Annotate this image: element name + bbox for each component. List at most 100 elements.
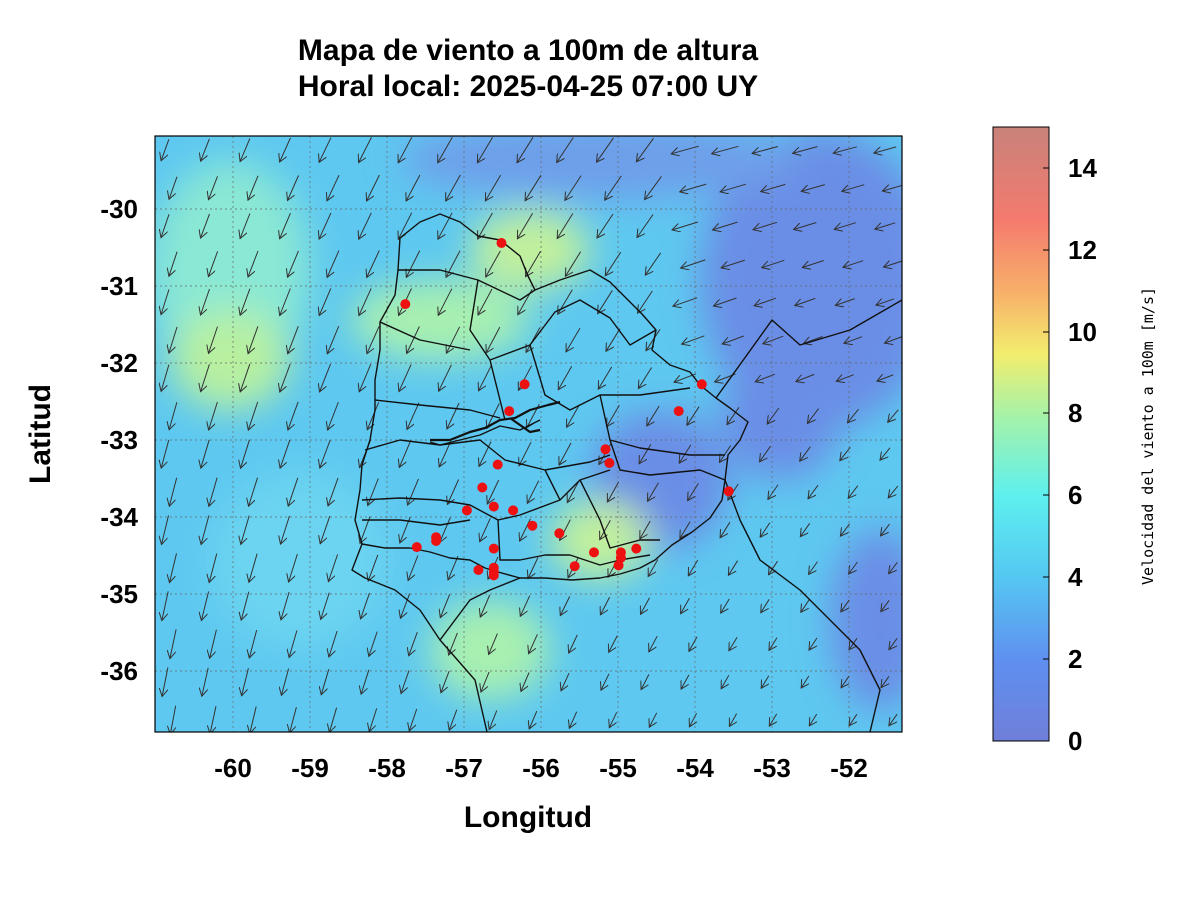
wind-arrow: [280, 213, 291, 239]
wind-arrow: [848, 408, 859, 423]
wind-arrow: [689, 636, 698, 652]
colorbar-gradient: [992, 126, 1050, 742]
wind-arrow: [761, 675, 770, 689]
wind-arrow: [281, 515, 290, 544]
wind-arrow: [795, 297, 816, 305]
wind-arrow: [480, 594, 491, 617]
wind-arrow: [328, 401, 339, 430]
station-markers: [400, 238, 734, 581]
wind-arrow: [406, 250, 421, 278]
station-marker: [473, 565, 484, 575]
wind-arrow: [367, 174, 380, 201]
wind-arrow: [849, 637, 858, 650]
wind-arrow: [688, 559, 699, 576]
wind-arrow: [566, 327, 581, 352]
wind-arrow: [441, 671, 450, 693]
wind-arrow: [161, 364, 170, 392]
wind-arrow: [889, 561, 898, 573]
wind-arrow: [557, 213, 574, 239]
wind-arrow: [722, 335, 744, 344]
wind-arrow: [639, 443, 652, 464]
wind-arrow: [729, 713, 736, 727]
station-marker: [508, 505, 519, 516]
x-tick-label: -54: [676, 753, 714, 783]
wind-arrow: [162, 515, 169, 545]
wind-arrow: [801, 675, 809, 688]
colorbar-tick-label: 0: [1068, 726, 1082, 756]
station-marker: [504, 406, 515, 417]
wind-arrow: [800, 446, 811, 461]
wind-arrow: [485, 174, 502, 201]
wind-arrow: [240, 138, 251, 161]
wind-arrow: [288, 477, 299, 506]
wind-arrow: [480, 518, 491, 541]
wind-arrow: [367, 326, 380, 353]
wind-arrow: [367, 250, 380, 278]
wind-arrow: [439, 364, 452, 391]
wind-arrow: [729, 636, 738, 651]
wind-arrow: [521, 672, 530, 692]
x-tick-label: -58: [368, 753, 406, 783]
wind-arrow: [280, 288, 291, 316]
wind-arrow: [280, 439, 291, 468]
wind-arrow: [714, 297, 737, 306]
wind-arrow: [240, 213, 251, 239]
wind-arrow: [835, 298, 855, 306]
wind-arrow: [161, 289, 170, 314]
wind-arrow: [888, 409, 899, 423]
wind-arrow: [210, 629, 217, 659]
wind-arrow: [409, 632, 418, 656]
wind-arrow: [359, 212, 372, 239]
wind-arrow: [840, 446, 851, 460]
wind-arrow: [406, 174, 421, 201]
plot-frame: [154, 135, 903, 733]
wind-arrow: [800, 523, 811, 536]
wind-arrow: [762, 259, 785, 267]
x-tick-label: -60: [214, 753, 252, 783]
wind-arrow: [842, 184, 865, 192]
station-marker: [569, 561, 580, 572]
station-marker: [400, 299, 411, 310]
wind-arrow: [447, 479, 460, 505]
wind-arrow: [671, 145, 699, 154]
wind-arrow: [648, 482, 659, 502]
wind-arrow: [478, 212, 493, 239]
wind-arrow: [327, 174, 340, 201]
grid-lines: [155, 136, 902, 732]
wind-arrow: [648, 559, 659, 577]
map-subtitle: Horal local: 2025-04-25 07:00 UY: [297, 70, 759, 103]
station-marker: [554, 528, 565, 539]
wind-arrow: [841, 675, 850, 688]
wind-arrow: [801, 599, 810, 613]
colorbar-tick-label: 12: [1068, 235, 1097, 265]
wind-arrow: [882, 185, 902, 191]
wind-arrow: [161, 214, 170, 237]
colorbar-tick-label: 6: [1068, 480, 1082, 510]
wind-arrow: [874, 146, 897, 153]
wind-arrow: [727, 407, 740, 424]
wind-arrow: [281, 668, 290, 696]
wind-arrow: [641, 674, 650, 689]
y-tick-label: -33: [100, 425, 138, 455]
wind-arrow: [681, 259, 706, 268]
wind-arrow: [796, 373, 815, 381]
wind-arrow: [489, 633, 498, 655]
station-marker: [488, 501, 499, 512]
wind-arrow: [240, 288, 251, 316]
wind-arrow: [609, 635, 618, 653]
wind-arrow: [438, 136, 453, 163]
wind-arrow: [289, 630, 298, 658]
wind-arrow: [208, 251, 219, 276]
wind-arrow: [567, 481, 580, 502]
wind-arrow: [672, 221, 699, 230]
wind-arrow: [280, 363, 291, 392]
wind-arrow: [638, 367, 653, 389]
wind-arrow: [448, 555, 459, 580]
wind-arrow: [597, 137, 614, 162]
wind-arrow: [646, 329, 661, 350]
wind-arrow: [681, 598, 690, 613]
wind-arrow: [201, 138, 210, 161]
wind-arrow: [885, 337, 902, 343]
wind-arrow: [761, 183, 786, 191]
wind-arrow: [369, 631, 378, 657]
